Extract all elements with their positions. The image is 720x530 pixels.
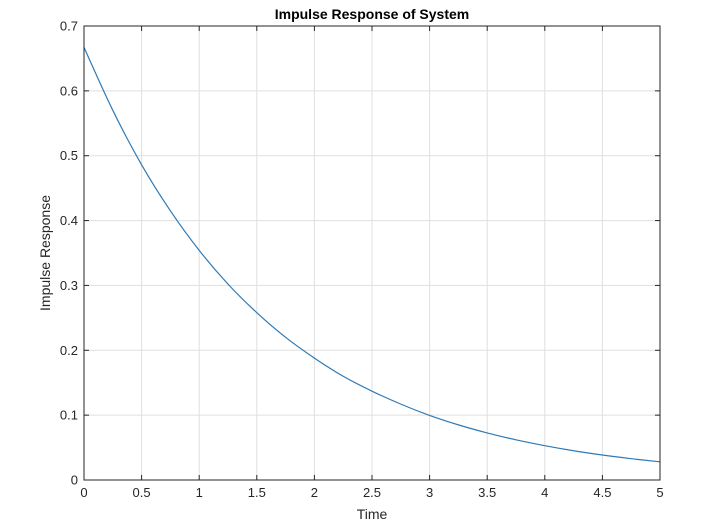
grid-lines bbox=[84, 26, 660, 480]
x-tick-label: 0.5 bbox=[133, 485, 151, 500]
x-tick-label: 4 bbox=[541, 485, 548, 500]
axis-ticks bbox=[83, 25, 661, 481]
x-axis-label: Time bbox=[357, 506, 388, 522]
x-tick-labels: 0 0.5 1 1.5 2 2.5 3 3.5 4 4.5 5 bbox=[80, 485, 663, 500]
y-tick-label: 0.6 bbox=[60, 83, 78, 98]
y-tick-label: 0.3 bbox=[60, 278, 78, 293]
x-tick-label: 3 bbox=[426, 485, 433, 500]
x-tick-label: 1 bbox=[196, 485, 203, 500]
y-tick-labels: 0 0.1 0.2 0.3 0.4 0.5 0.6 0.7 bbox=[60, 19, 78, 488]
x-tick-label: 5 bbox=[656, 485, 663, 500]
y-tick-label: 0.7 bbox=[60, 19, 78, 34]
x-tick-label: 1.5 bbox=[248, 485, 266, 500]
x-tick-label: 0 bbox=[80, 485, 87, 500]
series-line bbox=[83, 47, 661, 463]
chart-title: Impulse Response of System bbox=[275, 6, 470, 22]
x-tick-label: 2 bbox=[311, 485, 318, 500]
y-tick-label: 0.5 bbox=[60, 148, 78, 163]
y-tick-label: 0.1 bbox=[60, 408, 78, 423]
x-tick-label: 2.5 bbox=[363, 485, 381, 500]
y-tick-label: 0.2 bbox=[60, 343, 78, 358]
y-tick-label: 0 bbox=[71, 473, 78, 488]
y-axis-label: Impulse Response bbox=[37, 195, 53, 311]
y-tick-label: 0.4 bbox=[60, 213, 78, 228]
series-layer bbox=[83, 47, 661, 463]
x-tick-label: 4.5 bbox=[593, 485, 611, 500]
x-tick-label: 3.5 bbox=[478, 485, 496, 500]
